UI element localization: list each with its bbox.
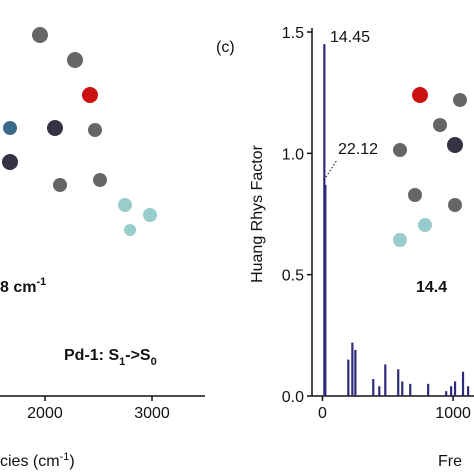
text-part: Pd-1: S xyxy=(64,347,119,364)
x-axis-label: Fre xyxy=(438,453,462,470)
y-tick-label: 1.5 xyxy=(282,25,304,42)
x-tick-label: 2000 xyxy=(27,405,63,422)
script: -1 xyxy=(36,276,46,288)
molecule-left xyxy=(2,27,157,236)
x-tick-label: 1000 xyxy=(435,405,471,422)
text-part: ->S xyxy=(125,347,151,364)
x-tick-label: 0 xyxy=(318,405,327,422)
y-tick-label: 1.0 xyxy=(282,146,304,163)
script: -1 xyxy=(60,451,70,463)
x-tick-label: 3000 xyxy=(134,405,170,422)
y-tick-label: 0.0 xyxy=(282,389,304,406)
annotation: 14.45 xyxy=(330,29,370,46)
script: 1 xyxy=(119,356,125,368)
panel-label: (c) xyxy=(216,39,235,56)
script: 0 xyxy=(151,356,157,368)
annotation: 14.4 xyxy=(416,279,447,296)
text-part: ) xyxy=(69,453,74,470)
y-axis-label: Huang Rhys Factor xyxy=(249,144,266,283)
text-part: 8 cm xyxy=(0,279,36,296)
annotation: 8 cm-1 xyxy=(0,276,46,296)
annotation: Pd-1: S1->S0 xyxy=(64,347,157,368)
annotation: cies (cm-1) xyxy=(0,451,75,470)
annotation: 22.12 xyxy=(338,141,378,158)
y-tick-label: 0.5 xyxy=(282,268,304,285)
text-part: cies (cm xyxy=(0,453,60,470)
leader xyxy=(323,159,338,181)
molecule-right xyxy=(393,87,467,247)
